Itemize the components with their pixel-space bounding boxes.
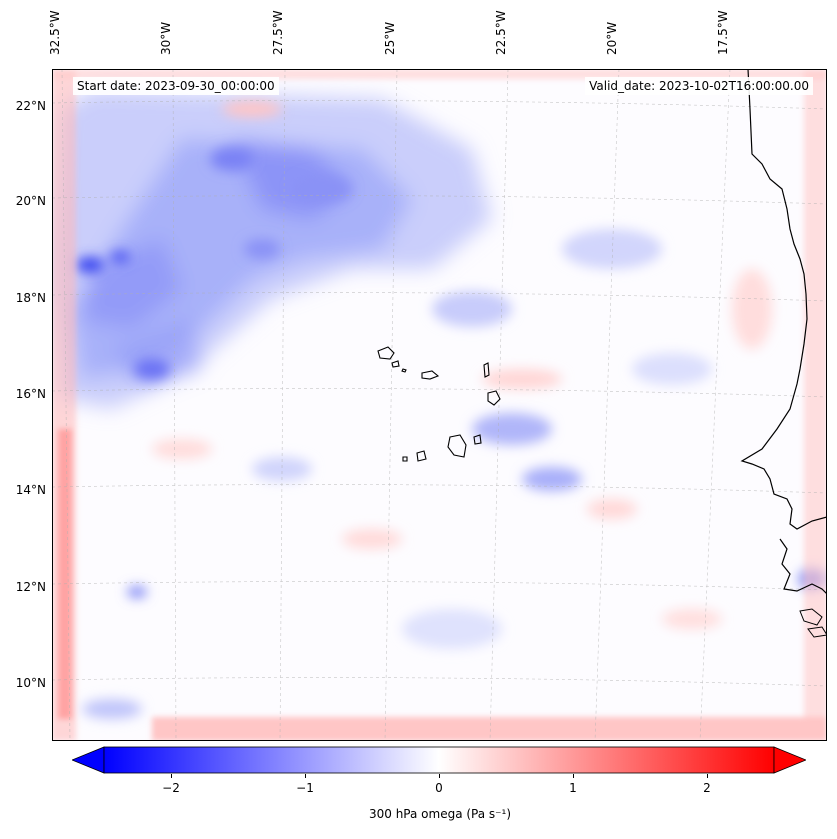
lon-label-20w: 20°W xyxy=(605,21,619,55)
colorbar-svg xyxy=(70,746,808,774)
colorbar-tickmark xyxy=(305,774,306,778)
lon-label-30w: 30°W xyxy=(159,21,173,55)
lon-label-22-5w: 22.5°W xyxy=(494,10,508,55)
coastline-islands-guinea xyxy=(799,608,827,638)
valid-date-label: Valid_date: 2023-10-02T16:00:00.00 xyxy=(585,77,813,95)
colorbar-tick-label: 1 xyxy=(569,781,577,795)
lon-label-17-5w: 17.5°W xyxy=(716,10,730,55)
colorbar-tickmark xyxy=(707,774,708,778)
coastline-africa xyxy=(740,69,827,530)
colorbar-label: 300 hPa omega (Pa s⁻¹) xyxy=(368,807,511,821)
red-patches xyxy=(152,101,772,629)
lat-label-12n: 12°N xyxy=(15,580,46,594)
colorbar-tick-label: 2 xyxy=(703,781,711,795)
colorbar-tickmark xyxy=(171,774,172,778)
lat-label-22n: 22°N xyxy=(15,99,46,113)
map-panel[interactable] xyxy=(52,69,827,741)
colorbar-tick-label: −1 xyxy=(296,781,314,795)
lat-label-14n: 14°N xyxy=(15,483,46,497)
lon-label-32-5w: 32.5°W xyxy=(48,10,62,55)
lon-label-25w: 25°W xyxy=(383,21,397,55)
start-date-label: Start date: 2023-09-30_00:00:00 xyxy=(73,77,279,95)
coastline-africa-south xyxy=(779,538,827,595)
colorbar-tickmark xyxy=(439,774,440,778)
blue-patches xyxy=(76,147,826,719)
lat-label-20n: 20°N xyxy=(15,194,46,208)
lat-label-16n: 16°N xyxy=(15,387,46,401)
colorbar-extend-min xyxy=(70,746,105,774)
lat-label-18n: 18°N xyxy=(15,291,46,305)
cape-verde-islands xyxy=(377,346,501,462)
colorbar-gradient xyxy=(103,746,775,774)
lon-label-27-5w: 27.5°W xyxy=(271,10,285,55)
colorbar-tick-label: −2 xyxy=(162,781,180,795)
colorbar-tick-label: 0 xyxy=(435,781,443,795)
colorbar-tickmark xyxy=(573,774,574,778)
omega-field-map xyxy=(52,69,827,741)
map-border xyxy=(52,69,827,741)
colorbar xyxy=(70,746,808,774)
positive-omega-region xyxy=(52,69,827,741)
lat-label-10n: 10°N xyxy=(15,676,46,690)
colorbar-extend-max xyxy=(773,746,808,774)
graticule xyxy=(52,69,827,741)
colorbar-ticks: −2 −1 0 1 2 xyxy=(72,774,806,795)
